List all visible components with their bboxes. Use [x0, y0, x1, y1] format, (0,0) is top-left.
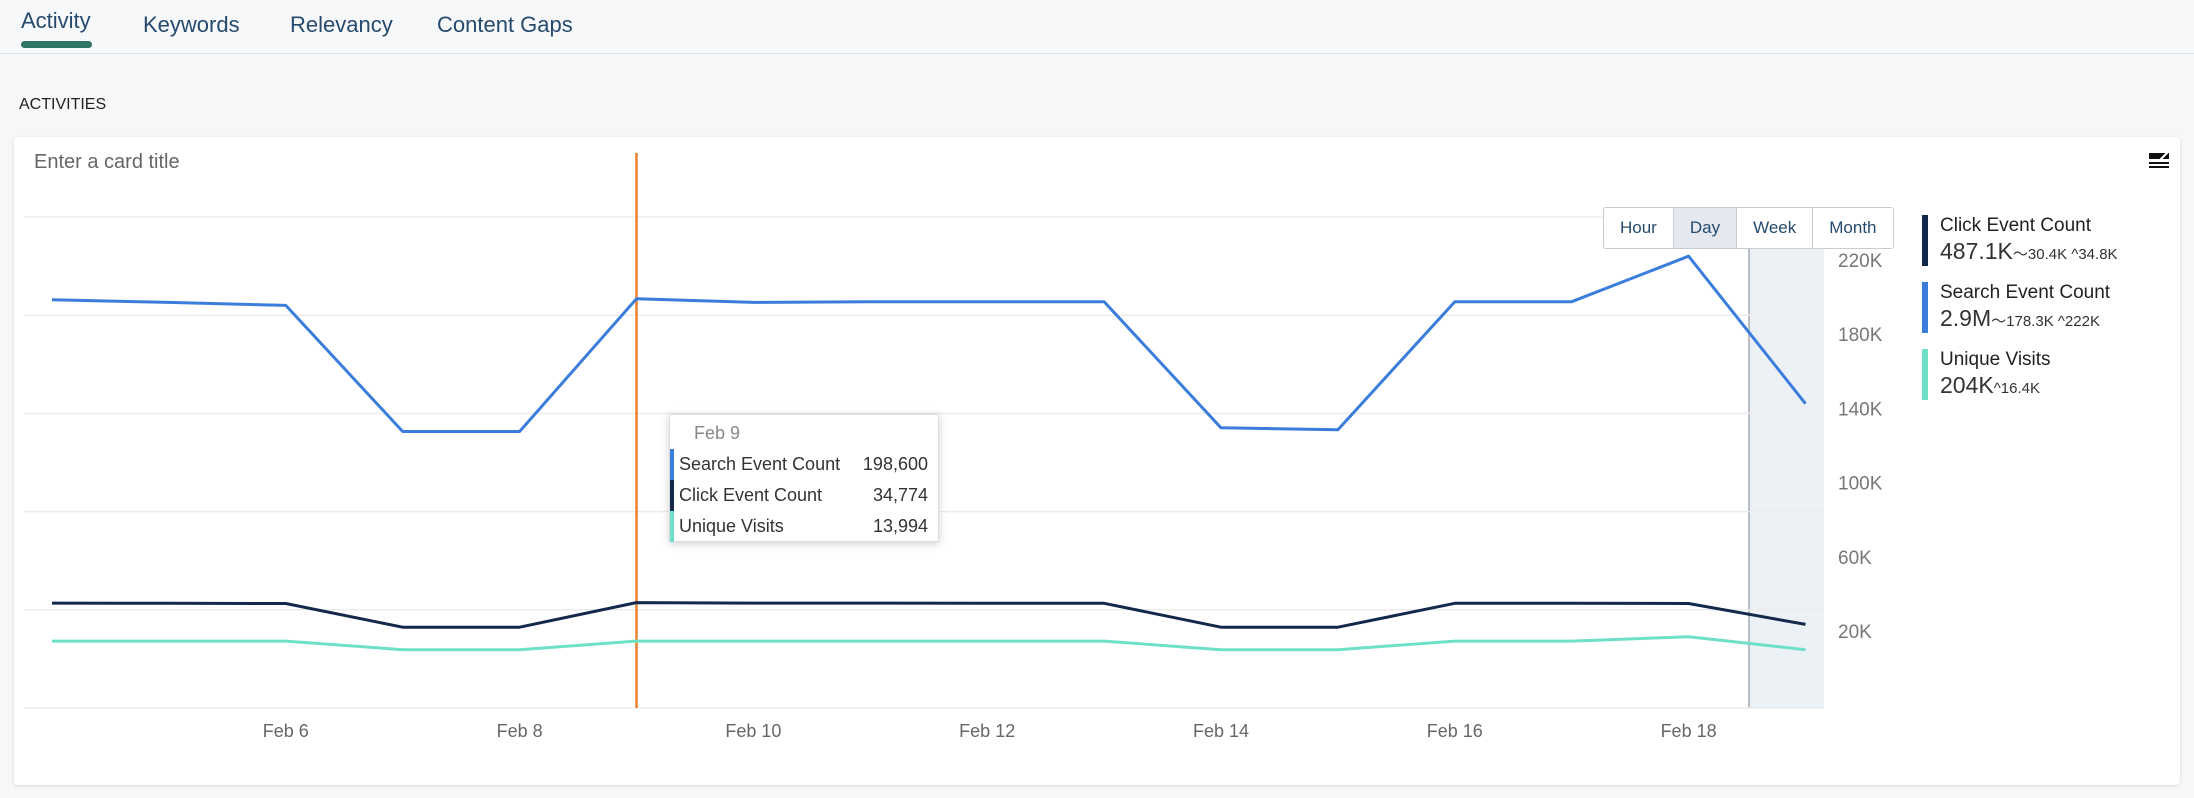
tooltip-row: Search Event Count 198,600 — [670, 449, 938, 480]
legend-total: 204K — [1940, 372, 1994, 398]
series-line-unique-visits — [52, 635, 1806, 652]
card-title-input[interactable]: Enter a card title — [34, 151, 180, 173]
tab-activity[interactable]: Activity — [21, 8, 91, 33]
y-tick-label: 20K — [1838, 622, 1872, 643]
chart-settings-icon[interactable] — [2148, 151, 2170, 171]
day-button[interactable]: Day — [1673, 208, 1738, 248]
max-icon: ^ — [2067, 246, 2079, 263]
x-tick-label: Feb 16 — [1427, 721, 1483, 741]
legend-max: 34.8K — [2078, 246, 2118, 263]
max-icon: ^ — [2053, 313, 2065, 330]
series-line-search-event-count — [51, 254, 1807, 433]
tooltip-value: 13,994 — [872, 516, 928, 536]
legend-item-click[interactable]: Click Event Count 487.1K〜30.4K ^34.8K — [1922, 215, 2118, 266]
tooltip-label: Click Event Count — [679, 485, 823, 505]
y-tick-label: 220K — [1838, 251, 1883, 272]
x-tick-label: Feb 6 — [263, 721, 309, 741]
legend-item-unique[interactable]: Unique Visits 204K^16.4K — [1922, 349, 2118, 400]
tooltip-row: Click Event Count 34,774 — [670, 480, 938, 511]
granularity-toggle: Hour Day Week Month — [1603, 207, 1894, 249]
legend-swatch — [1922, 215, 1928, 266]
legend-max: 222K — [2064, 313, 2100, 330]
tab-keywords[interactable]: Keywords — [143, 12, 240, 37]
tooltip-label: Search Event Count — [679, 454, 841, 474]
hour-button[interactable]: Hour — [1604, 208, 1674, 248]
series-line-click-event-count — [51, 601, 1806, 629]
chart-tooltip: Feb 9 Search Event Count 198,600 Click Ev… — [669, 414, 939, 542]
legend-name: Click Event Count — [1940, 215, 2092, 236]
tooltip-value: 34,774 — [872, 485, 928, 505]
week-button[interactable]: Week — [1737, 208, 1814, 248]
legend-total: 2.9M — [1940, 305, 1992, 331]
legend-swatch — [1922, 349, 1928, 400]
average-icon: 〜 — [1991, 313, 2007, 330]
tab-content-gaps[interactable]: Content Gaps — [437, 12, 573, 37]
legend-avg: 30.4K — [2027, 246, 2068, 263]
top-tabs: Activity Keywords Relevancy Content Gaps — [0, 0, 2194, 54]
legend-name: Search Event Count — [1940, 282, 2111, 303]
x-tick-label: Feb 18 — [1661, 721, 1717, 741]
tooltip-date: Feb 9 — [694, 423, 741, 443]
y-tick-label: 60K — [1838, 548, 1872, 569]
legend-total: 487.1K — [1940, 238, 2013, 264]
x-tick-label: Feb 8 — [497, 721, 543, 741]
legend-swatch — [1922, 282, 1928, 333]
x-tick-label: Feb 10 — [725, 721, 781, 741]
active-tab-indicator — [21, 41, 92, 48]
shaded-period — [1749, 217, 1824, 708]
legend-name: Unique Visits — [1940, 349, 2051, 370]
x-tick-label: Feb 14 — [1193, 721, 1249, 741]
max-icon: ^ — [1993, 380, 2001, 397]
x-tick-label: Feb 12 — [959, 721, 1015, 741]
section-title: ACTIVITIES — [19, 96, 107, 113]
tooltip-label: Unique Visits — [679, 516, 784, 536]
y-tick-label: 140K — [1838, 399, 1883, 420]
activity-card: Enter a card title 220K 180K 140K 100K 60K 20… — [14, 137, 2180, 785]
y-tick-label: 180K — [1838, 325, 1883, 346]
tooltip-row: Unique Visits 13,994 — [670, 511, 938, 542]
legend-item-search[interactable]: Search Event Count 2.9M〜178.3K ^222K — [1922, 282, 2118, 333]
month-button[interactable]: Month — [1829, 218, 1877, 237]
average-icon: 〜 — [2012, 246, 2028, 263]
legend-max: 16.4K — [2000, 380, 2040, 397]
legend: Click Event Count 487.1K〜30.4K ^34.8K Se… — [1922, 215, 2118, 416]
tab-relevancy[interactable]: Relevancy — [290, 12, 393, 37]
legend-avg: 178.3K — [2006, 313, 2054, 330]
y-tick-label: 100K — [1838, 474, 1883, 495]
tooltip-value: 198,600 — [862, 454, 928, 474]
